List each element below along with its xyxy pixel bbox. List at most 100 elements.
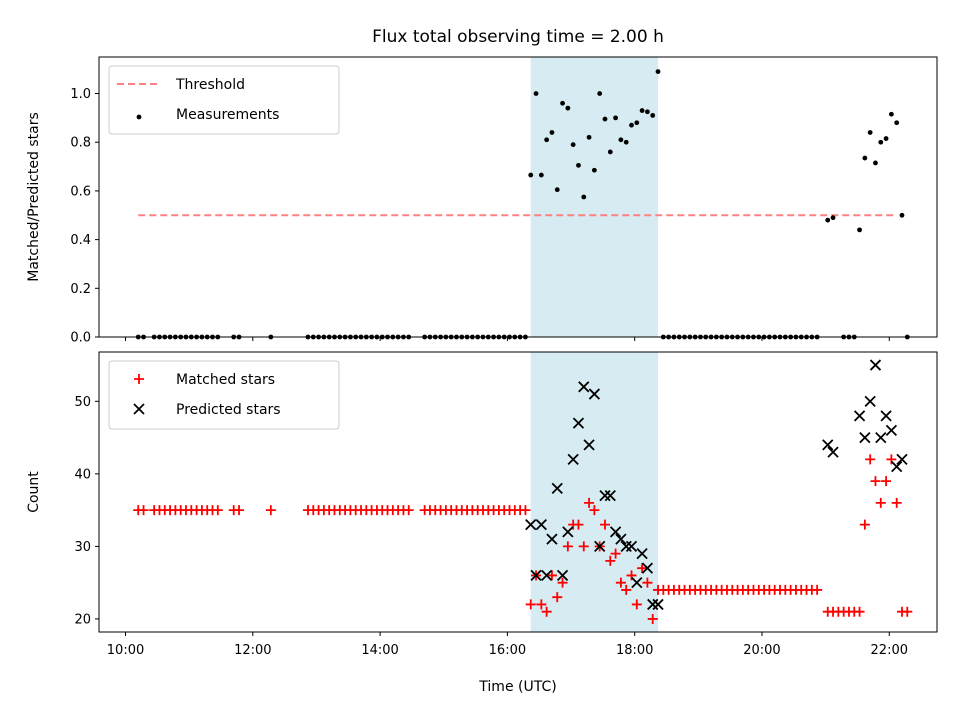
predicted-star-point (604, 489, 616, 502)
matched-star-point (642, 577, 653, 588)
matched-star-point (637, 563, 648, 574)
predicted-star-point (827, 446, 839, 458)
predicted-star-point (609, 526, 622, 538)
measurement-point (873, 160, 878, 166)
ratio-panel: 0.0 0.2 0.4 0.6 0.8 1.0 Matched/Predicted star… (26, 56, 938, 346)
measurement-point (528, 172, 534, 178)
matched-star-point (615, 577, 626, 588)
y-tick-label: 1.0 (70, 87, 91, 102)
predicted-star-point (652, 598, 664, 611)
legend-box (108, 360, 340, 430)
predicted-star-point (896, 453, 908, 465)
measurement-point (634, 120, 640, 126)
measurement-point (639, 108, 645, 113)
predicted-star-point (641, 562, 654, 574)
predicted-star-point (822, 439, 834, 451)
measurement-point (613, 115, 618, 121)
predicted-star-point (551, 482, 563, 495)
x-tick-label: 12:00 (234, 643, 271, 658)
predicted-star-point (578, 381, 590, 393)
matched-star-point (234, 505, 245, 516)
predicted-star-point (525, 519, 537, 531)
legend: Threshold Measurements (108, 65, 340, 135)
predicted-star-point (636, 548, 648, 560)
matched-star-point (557, 577, 568, 588)
predicted-star-point (546, 533, 558, 545)
measurement-point (554, 187, 560, 193)
matched-star-point (870, 476, 881, 487)
shaded-interval (530, 352, 659, 632)
predicted-star-point (859, 431, 871, 444)
y-tick-label: 0.8 (70, 136, 91, 151)
matched-star-point (589, 505, 600, 516)
measurement-point (607, 149, 613, 155)
predicted-star-point (880, 410, 892, 422)
matched-star-point (854, 606, 865, 617)
x-tick-label: 20:00 (743, 643, 780, 658)
shaded-interval (530, 57, 659, 337)
legend-label: Predicted stars (176, 402, 281, 418)
axes-frame (98, 56, 938, 338)
predicted-star-point (647, 598, 659, 611)
predicted-star-point (583, 439, 595, 451)
predicted-star-point (853, 410, 866, 422)
matched-star-point (605, 555, 616, 566)
measurement-point (888, 111, 894, 117)
axes-frame (98, 351, 938, 633)
measurement-point (878, 139, 884, 145)
count-panel: 20 30 40 50 10:00 12:00 14:00 16:00 18:00 20:00 22… (26, 351, 938, 658)
legend-label: Matched stars (176, 372, 275, 388)
measurement-point (538, 172, 544, 178)
matched-star-point (265, 505, 276, 516)
measurement-point (894, 120, 900, 126)
measurement-point (883, 136, 889, 141)
predicted-star-point (869, 359, 882, 371)
measurement-point (899, 212, 905, 218)
measurement-point (830, 215, 836, 221)
y-tick-label: 50 (74, 395, 91, 410)
legend: Matched stars Predicted stars (108, 360, 340, 430)
measurement-point (602, 116, 608, 122)
matched-star-point (403, 505, 414, 516)
measurement-point (825, 217, 831, 223)
matched-star-point (541, 606, 552, 617)
y-tick-label: 0.4 (70, 233, 91, 248)
matched-star-point (584, 497, 595, 508)
predicted-star-point (556, 569, 569, 582)
matched-star-point (875, 497, 886, 508)
measurement-point (544, 137, 550, 143)
matched-star-point (578, 541, 589, 552)
x-tick-label: 10:00 (107, 643, 144, 658)
matched-star-point (647, 613, 658, 624)
chart-title: Flux total observing time = 2.00 h (372, 27, 664, 47)
x-tick-label: 14:00 (361, 643, 398, 658)
matched-star-point (626, 570, 637, 581)
matched-star-point (520, 505, 531, 516)
matched-star-point (573, 519, 584, 530)
matched-star-point (631, 599, 642, 610)
matched-star-point (812, 584, 823, 595)
matched-star-point (525, 599, 536, 610)
series-matched-stars (133, 454, 913, 624)
measurement-point (560, 100, 565, 106)
x-tick-label: 22:00 (871, 643, 908, 658)
predicted-star-point (615, 533, 627, 545)
y-tick-label: 20 (74, 612, 91, 627)
matched-star-point (891, 497, 902, 508)
legend-label: Measurements (176, 107, 279, 123)
predicted-star-point (625, 540, 638, 553)
series-measurements (135, 69, 910, 340)
x-tick-label: 16:00 (489, 643, 526, 658)
legend-dot-marker (136, 114, 142, 120)
matched-star-point (138, 505, 149, 516)
measurement-point (565, 105, 571, 111)
legend-plus-marker (134, 374, 144, 384)
y-tick-label: 0.2 (70, 282, 91, 297)
matched-star-point (562, 541, 573, 552)
legend-x-marker (133, 403, 145, 415)
matched-star-point (599, 519, 610, 530)
legend-label: Threshold (175, 77, 245, 93)
y-tick-label: 40 (74, 467, 91, 482)
matched-star-point (902, 606, 913, 617)
matched-star-point (621, 584, 632, 595)
